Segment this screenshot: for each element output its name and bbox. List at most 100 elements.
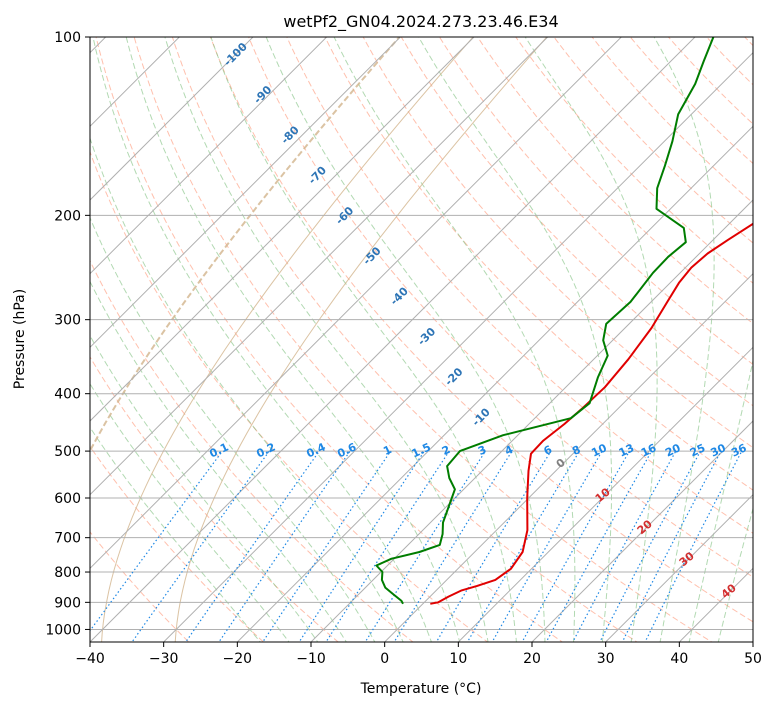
x-tick-label: −40 xyxy=(75,651,105,667)
isobars xyxy=(90,37,753,630)
isotherm-line xyxy=(90,37,623,570)
x-tick-label: 30 xyxy=(597,651,615,667)
mixing-ratio-label: 4 xyxy=(503,443,516,458)
temperature-profile xyxy=(430,222,753,605)
moist-adiabat xyxy=(164,37,489,642)
isotherm-line xyxy=(383,272,753,642)
isotherm-line xyxy=(90,37,475,422)
isotherm-line xyxy=(90,37,696,642)
mixing-ratio-label: 36 xyxy=(729,441,749,459)
moist-adiabat xyxy=(524,37,658,642)
y-tick-label: 900 xyxy=(54,595,81,611)
mixing-ratio-line xyxy=(572,450,677,642)
dewpoint-profile xyxy=(375,37,715,605)
moist-adiabat-label: 20 xyxy=(635,517,655,537)
mixing-ratio-label: 25 xyxy=(688,441,707,459)
dry-adiabat xyxy=(438,37,753,366)
y-tick-label: 400 xyxy=(54,387,81,403)
isotherm-label: -10 xyxy=(470,405,493,428)
y-tick-label: 500 xyxy=(54,444,81,460)
x-tick-label: 40 xyxy=(670,651,688,667)
dry-adiabat xyxy=(400,37,753,407)
mixing-ratio-label: 0.6 xyxy=(335,440,358,460)
mixing-ratio-label: 1 xyxy=(381,443,393,458)
mixing-ratio-label: 30 xyxy=(708,441,728,459)
moist-adiabats xyxy=(90,37,753,642)
dry-adiabat xyxy=(171,37,713,642)
mixing-ratio-line xyxy=(466,450,580,642)
moist-adiabat xyxy=(90,382,290,642)
moist-adiabat xyxy=(90,334,319,642)
moist-adiabat xyxy=(717,506,753,642)
dry-adiabat xyxy=(133,37,638,642)
x-axis: −40 −30 −20 −10 0 10 20 30 40 50 xyxy=(75,642,762,667)
mixing-ratio-line xyxy=(325,450,450,642)
x-tick-label: −30 xyxy=(149,651,179,667)
moist-adiabat xyxy=(210,37,518,642)
moist-adiabat xyxy=(653,37,715,642)
x-tick-label: 20 xyxy=(523,651,541,667)
moist-adiabat-label: 30 xyxy=(677,549,697,569)
mixing-ratio-line xyxy=(364,450,486,642)
dry-adiabat xyxy=(553,37,753,244)
moist-adiabat xyxy=(265,37,546,642)
isotherm-line xyxy=(90,37,181,128)
y-axis: 100 200 300 400 500 600 700 800 900 1000 xyxy=(45,30,90,638)
dry-adiabat xyxy=(770,24,775,654)
isotherm-line xyxy=(310,199,753,642)
isotherm-line xyxy=(90,37,549,496)
mixing-ratio-line xyxy=(599,450,702,642)
mixing-ratio-line xyxy=(218,450,351,642)
chart-title: wetPf2_GN04.2024.273.23.46.E34 xyxy=(283,12,558,32)
dry-adiabat xyxy=(476,37,753,325)
isotherm-line xyxy=(457,346,753,642)
isotherms xyxy=(90,37,753,642)
mixing-ratio-label: 3 xyxy=(476,443,488,458)
isotherm-line xyxy=(90,37,328,275)
dry-adiabat xyxy=(90,531,190,642)
moist-adiabat xyxy=(90,426,261,642)
mixing-ratio-line xyxy=(298,450,425,642)
isotherm-line xyxy=(90,37,402,349)
pseudo-adiabat xyxy=(174,37,548,642)
y-tick-label: 200 xyxy=(54,208,81,224)
y-axis-label: Pressure (hPa) xyxy=(12,289,28,389)
isotherm-line xyxy=(236,125,753,642)
y-tick-label: 700 xyxy=(54,531,81,547)
dry-adiabat xyxy=(90,445,265,642)
mixing-ratio-line xyxy=(621,450,722,642)
moist-adiabat xyxy=(418,37,613,642)
mixing-ratio-line xyxy=(262,450,392,642)
mixing-ratio-line xyxy=(545,450,653,642)
isotherm-line xyxy=(752,641,753,642)
dry-adiabat xyxy=(705,37,753,86)
moist-adiabat-label: 10 xyxy=(593,485,613,505)
mixing-ratio-label: 10 xyxy=(589,441,609,459)
isotherm-line xyxy=(162,51,753,642)
isotherm-label: -60 xyxy=(333,204,356,227)
dry-adiabat xyxy=(515,37,753,284)
dry-adiabat xyxy=(324,37,753,491)
x-tick-label: 10 xyxy=(449,651,467,667)
x-tick-label: −10 xyxy=(296,651,326,667)
y-tick-label: 800 xyxy=(54,565,81,581)
plot-area xyxy=(90,24,775,654)
isotherm-label: -50 xyxy=(360,244,383,267)
plot-frame xyxy=(89,36,754,643)
y-tick-label: 300 xyxy=(54,313,81,329)
moist-adiabat xyxy=(90,216,376,642)
dry-adiabat xyxy=(90,356,339,642)
dry-adiabat xyxy=(90,150,489,642)
moist-adiabat xyxy=(90,280,347,642)
mixing-ratio-line xyxy=(393,450,513,642)
dry-adiabat xyxy=(667,37,753,125)
dry-adiabat xyxy=(95,37,564,642)
mixing-ratio-line xyxy=(435,450,552,642)
isotherm-label: -70 xyxy=(306,164,329,187)
y-tick-label: 1000 xyxy=(45,622,81,638)
isotherm-line xyxy=(90,37,254,201)
moist-adiabat xyxy=(90,136,404,642)
pseudo-adiabats xyxy=(90,37,548,642)
isotherm-line xyxy=(604,493,753,642)
